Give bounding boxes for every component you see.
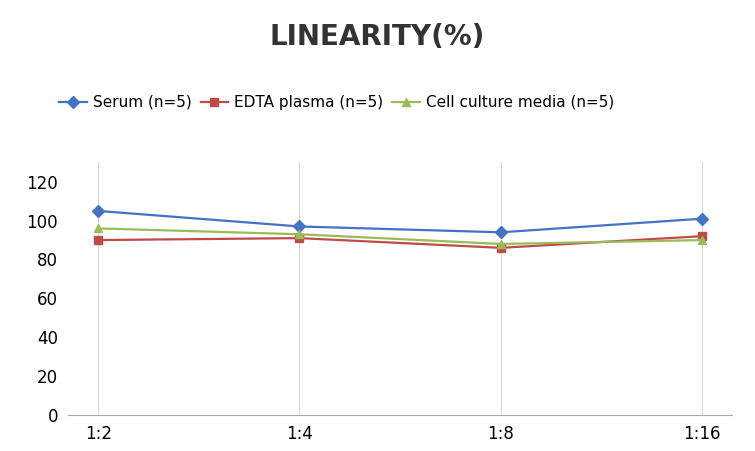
EDTA plasma (n=5) xyxy=(496,245,505,251)
Line: EDTA plasma (n=5): EDTA plasma (n=5) xyxy=(94,232,707,252)
Cell culture media (n=5) xyxy=(496,241,505,247)
Serum (n=5) xyxy=(496,230,505,235)
EDTA plasma (n=5) xyxy=(94,237,103,243)
Legend: Serum (n=5), EDTA plasma (n=5), Cell culture media (n=5): Serum (n=5), EDTA plasma (n=5), Cell cul… xyxy=(53,89,621,116)
Cell culture media (n=5) xyxy=(698,237,707,243)
EDTA plasma (n=5) xyxy=(698,234,707,239)
Text: LINEARITY(%): LINEARITY(%) xyxy=(270,23,485,51)
Cell culture media (n=5) xyxy=(295,231,304,237)
EDTA plasma (n=5) xyxy=(295,235,304,241)
Line: Serum (n=5): Serum (n=5) xyxy=(94,207,707,236)
Serum (n=5) xyxy=(295,224,304,229)
Serum (n=5) xyxy=(94,208,103,214)
Line: Cell culture media (n=5): Cell culture media (n=5) xyxy=(94,224,707,248)
Serum (n=5) xyxy=(698,216,707,221)
Cell culture media (n=5) xyxy=(94,226,103,231)
